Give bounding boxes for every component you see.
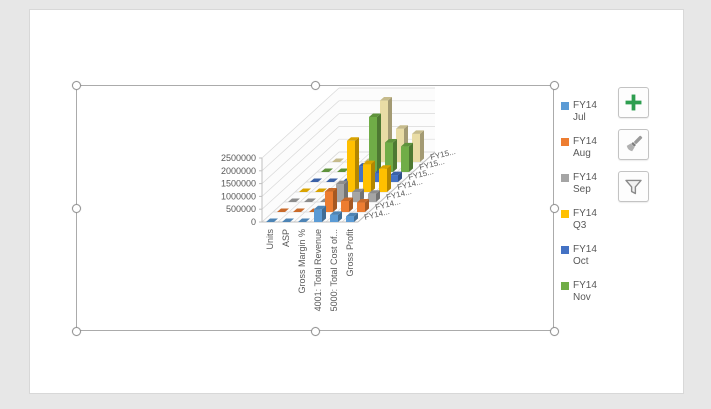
svg-text:500000: 500000 [226,204,256,214]
resize-handle-top-right[interactable] [549,80,559,90]
bar-FY14-Jul-cat0[interactable] [266,218,278,223]
bar-FY14-Jul-cat1[interactable] [282,218,294,223]
bar-FY14-Sep-cat3[interactable] [336,180,348,202]
chart-tool-buttons [618,87,649,202]
svg-text:1500000: 1500000 [221,179,256,189]
legend-entry[interactable]: FY14 Aug [561,136,613,159]
resize-handle-middle-left[interactable] [71,203,81,213]
bar-FY14-Aug-cat5[interactable] [357,199,369,212]
legend-label: FY14 Jul [573,100,597,123]
chart-styles-button[interactable] [618,129,649,160]
legend-label: FY14 Oct [573,244,597,267]
bar-FY14-Q3-cat1[interactable] [315,188,327,193]
svg-text:1000000: 1000000 [221,191,256,201]
bar-FY14-Jul-cat4[interactable] [330,211,342,222]
bar-FY14-Q3-cat4[interactable] [363,160,375,192]
chart-elements-button[interactable] [618,87,649,118]
paintbrush-icon [626,135,643,152]
bar-FY14-Oct-cat5[interactable] [390,171,402,182]
legend-label: FY14 Q3 [573,208,597,231]
svg-text:Gross Margin %: Gross Margin % [297,229,307,294]
bar-FY14-Q3-cat3[interactable] [347,137,359,192]
bar-FY14-Oct-cat0[interactable] [310,178,322,183]
chart-legend[interactable]: FY14 Jul FY14 Aug FY14 Sep FY14 Q3 FY14 Oct FY14 No… [561,100,613,303]
legend-label: FY14 Aug [573,136,597,159]
legend-entry[interactable]: FY14 Q3 [561,208,613,231]
value-axis-labels[interactable]: 0 500000 1000000 1500000 2000000 2500000 [221,153,256,227]
legend-label: FY14 Sep [573,172,597,195]
bar-FY14-Nov-cat4[interactable] [385,139,397,172]
bar-FY14-Aug-cat4[interactable] [341,197,353,212]
resize-handle-top-left[interactable] [71,80,81,90]
legend-swatch [561,210,569,218]
bar-FY14-Nov-cat5[interactable] [401,142,413,172]
bar-FY15-cat5[interactable] [412,130,424,162]
svg-text:4001: Total Revenue: 4001: Total Revenue [313,229,323,311]
resize-handle-bottom-middle[interactable] [310,326,320,336]
bar-FY14-Sep-cat0[interactable] [288,198,300,203]
legend-label: FY14 Nov [573,280,597,303]
svg-text:Units: Units [265,229,275,250]
chart-axis-lines [259,151,436,223]
legend-entry[interactable]: FY14 Nov [561,280,613,303]
svg-text:2000000: 2000000 [221,166,256,176]
bar-FY14-Oct-cat1[interactable] [326,178,338,183]
svg-text:2500000: 2500000 [221,153,256,163]
funnel-icon [625,179,642,195]
bar-FY14-Nov-cat1[interactable] [337,168,349,173]
legend-swatch [561,102,569,110]
resize-handle-bottom-left[interactable] [71,326,81,336]
bar-FY15-cat0[interactable] [332,158,344,163]
legend-swatch [561,246,569,254]
bar-FY14-Aug-cat1[interactable] [293,208,305,213]
bar-FY14-Nov-cat3[interactable] [369,113,381,172]
resize-handle-middle-right[interactable] [549,203,559,213]
legend-swatch [561,174,569,182]
plus-icon [625,94,642,111]
bar-FY14-Jul-cat2[interactable] [298,218,310,223]
chart-filters-button[interactable] [618,171,649,202]
legend-swatch [561,282,569,290]
svg-text:5000: Total Cost of...: 5000: Total Cost of... [329,229,339,311]
legend-swatch [561,138,569,146]
bar-FY14-Sep-cat1[interactable] [304,198,316,203]
bar-FY14-Nov-cat0[interactable] [321,168,333,173]
resize-handle-bottom-right[interactable] [549,326,559,336]
bar-FY14-Sep-cat4[interactable] [352,188,364,202]
legend-entry[interactable]: FY14 Sep [561,172,613,195]
bar-FY14-Aug-cat0[interactable] [277,208,289,213]
legend-entry[interactable]: FY14 Oct [561,244,613,267]
bar-FY14-Jul-cat3[interactable] [314,205,326,222]
chart-bars[interactable] [266,97,424,222]
bar-FY14-Aug-cat3[interactable] [325,188,337,212]
svg-text:0: 0 [251,217,256,227]
category-axis-labels[interactable]: Units ASP Gross Margin % 4001: Total Revenu… [265,229,355,312]
svg-text:Gross Profit: Gross Profit [345,229,355,277]
bar-FY14-Q3-cat0[interactable] [299,188,311,193]
resize-handle-top-middle[interactable] [310,80,320,90]
bar-FY14-Jul-cat5[interactable] [346,212,358,222]
bar-FY14-Sep-cat5[interactable] [368,190,380,202]
bar-FY14-Q3-cat5[interactable] [379,165,391,192]
svg-text:ASP: ASP [281,229,291,247]
legend-entry[interactable]: FY14 Jul [561,100,613,123]
